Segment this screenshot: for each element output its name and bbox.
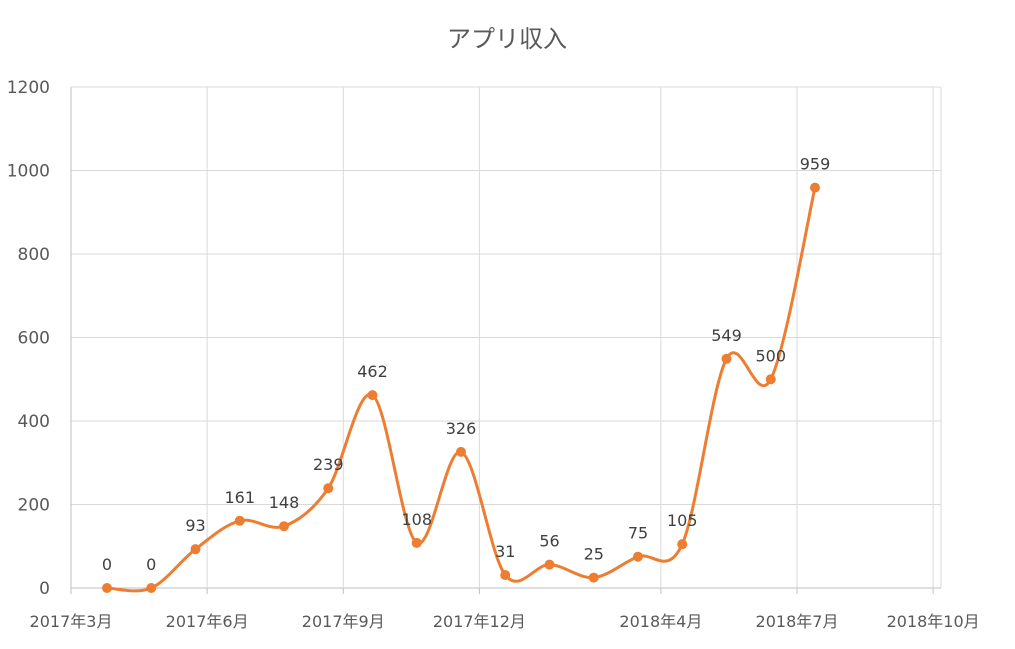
data-point	[411, 537, 422, 548]
data-label: 959	[800, 155, 831, 174]
chart-title: アプリ収入	[447, 25, 567, 53]
data-label: 25	[584, 545, 604, 564]
x-tick-label: 2018年7月	[756, 612, 839, 631]
data-point	[810, 182, 820, 193]
y-tick-label: 800	[18, 245, 50, 265]
data-label: 108	[401, 510, 432, 529]
x-tick-label: 2018年4月	[619, 612, 702, 631]
data-label: 0	[102, 555, 112, 574]
data-label: 326	[446, 419, 477, 438]
data-point	[721, 353, 732, 364]
data-point	[633, 551, 643, 562]
data-label: 462	[357, 362, 388, 381]
data-point	[677, 539, 688, 550]
data-label: 500	[755, 346, 786, 365]
x-tick-label: 2017年9月	[302, 612, 385, 631]
data-label: 239	[313, 455, 344, 474]
data-label: 31	[495, 542, 515, 561]
data-label: 148	[269, 493, 300, 512]
x-tick-label: 2017年6月	[166, 612, 249, 631]
x-tick-label: 2017年3月	[30, 612, 113, 631]
y-tick-label: 400	[18, 412, 50, 432]
data-point	[456, 446, 466, 457]
x-axis-ticks: 2017年3月 2017年6月 2017年9月 2017年12月 2018年4月 2018…	[30, 612, 980, 631]
data-label: 105	[667, 511, 698, 530]
data-point	[588, 572, 599, 583]
data-point	[190, 544, 201, 555]
data-point	[146, 583, 157, 593]
data-label: 75	[628, 524, 648, 543]
data-label: 93	[185, 516, 205, 535]
x-tick-label: 2018年10月	[887, 612, 980, 631]
data-point	[765, 374, 776, 385]
data-point	[323, 483, 334, 494]
data-label: 0	[146, 555, 156, 574]
series-line-path	[106, 187, 817, 593]
data-point	[367, 390, 378, 401]
data-point	[544, 559, 555, 570]
data-point	[234, 515, 245, 526]
data-labels: 0 0 93 161 148 239 462 108 326 31 56 25 75 105 549 500 9…	[102, 155, 830, 574]
data-point	[102, 583, 112, 593]
y-tick-label: 0	[39, 579, 50, 599]
data-label: 161	[224, 488, 255, 507]
x-tick-label: 2017年12月	[433, 612, 526, 631]
data-point	[279, 521, 289, 532]
gridlines	[70, 86, 942, 594]
y-tick-label: 1000	[7, 162, 50, 182]
y-axis-ticks: 0 200 400 600 800 1000 1200	[7, 78, 50, 599]
y-tick-label: 1200	[7, 78, 50, 98]
series-line	[106, 187, 817, 593]
data-label: 549	[711, 326, 742, 345]
y-tick-label: 600	[18, 329, 50, 349]
data-label: 56	[539, 532, 559, 551]
data-point	[500, 570, 511, 581]
y-tick-label: 200	[18, 496, 50, 516]
data-points	[102, 182, 820, 593]
